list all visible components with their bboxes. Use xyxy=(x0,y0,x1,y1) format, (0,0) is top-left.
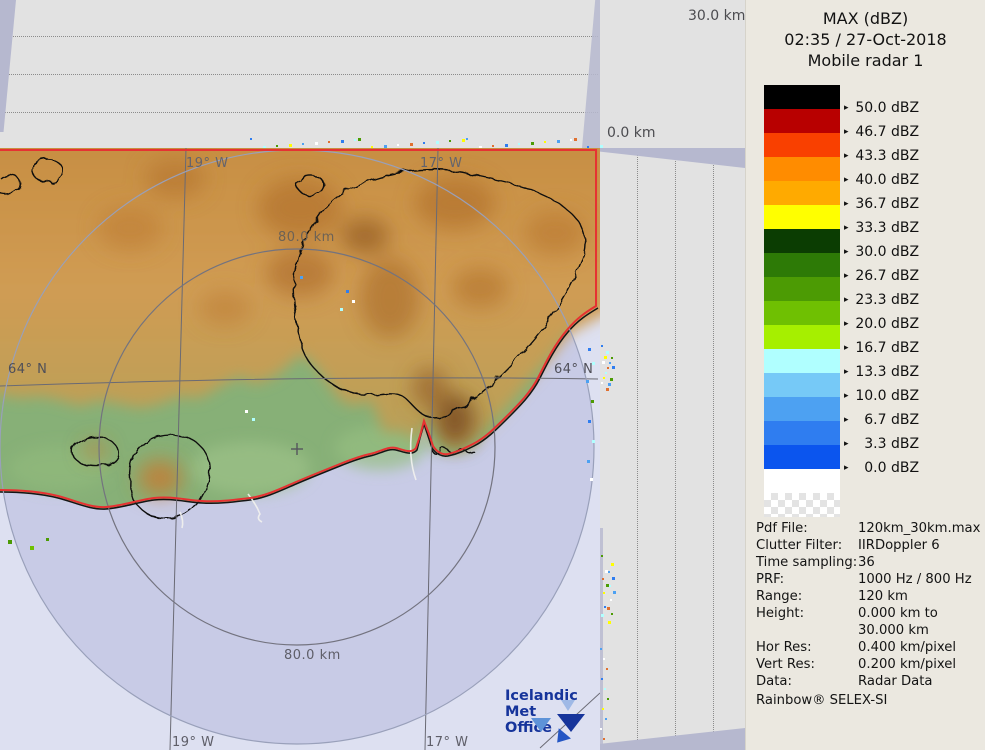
product-title: MAX (dBZ) xyxy=(822,9,909,28)
meridian-label-17w-top: 17° W xyxy=(420,156,463,171)
color-scale: ▸ 50.0 dBZ ▸ 46.7 dBZ ▸ 43.3 dBZ ▸ 40.0 dBZ ▸ 36.… xyxy=(764,85,974,517)
range-ring-label-top: 80.0 km xyxy=(278,230,335,245)
latitude-label-left: 64° N xyxy=(8,362,48,377)
logo-triangle xyxy=(557,714,585,732)
latitude-label-right: 64° N xyxy=(554,362,594,377)
scale-segment: ▸ 0.0 dBZ xyxy=(764,445,974,476)
range-ring-80km xyxy=(98,248,496,646)
echo-speckles xyxy=(8,276,595,550)
icelandic-met-office-logo: Icelandic Met Office xyxy=(505,688,600,750)
scan-datetime: 02:35 / 27-Oct-2018 xyxy=(784,30,947,49)
rivers xyxy=(179,427,417,529)
software-brand: Rainbow® SELEX-SI xyxy=(756,693,888,708)
scale-segment: ▸ 23.3 dBZ xyxy=(764,277,974,308)
meridian-label-19w-bottom: 19° W xyxy=(172,735,215,750)
scale-segment: ▸ 36.7 dBZ xyxy=(764,181,974,212)
scale-segment: ▸ 30.0 dBZ xyxy=(764,229,974,260)
radar-name: Mobile radar 1 xyxy=(807,51,924,70)
scale-segment: ▸ 16.7 dBZ xyxy=(764,325,974,356)
logo-triangle xyxy=(561,700,575,711)
scale-segment: ▸ 33.3 dBZ xyxy=(764,205,974,236)
scale-segment: ▸ 10.0 dBZ xyxy=(764,373,974,404)
scale-segment: ▸ 43.3 dBZ xyxy=(764,133,974,164)
height-gridline xyxy=(0,36,598,37)
scale-segment: ▸ 20.0 dBZ xyxy=(764,301,974,332)
logo-triangle xyxy=(531,718,551,732)
scale-segment: ▸ 40.0 dBZ xyxy=(764,157,974,188)
radar-map-viewport[interactable]: 19° W 17° W 80.0 km 64° N 64° N 80.0 km … xyxy=(0,148,600,750)
scale-segment: ▸ 13.3 dBZ xyxy=(764,349,974,380)
radar-map-canvas xyxy=(0,148,600,750)
projection-shading xyxy=(600,148,745,168)
scale-segment: ▸ 6.7 dBZ xyxy=(764,397,974,428)
scale-segment xyxy=(764,493,974,517)
scale-segment: ▸ 26.7 dBZ xyxy=(764,253,974,284)
coastline xyxy=(0,307,599,510)
projection-shading xyxy=(600,728,745,750)
meridian-label-17w-bottom: 17° W xyxy=(426,735,469,750)
height-gridline xyxy=(713,148,714,750)
scale-segment: ▸ 3.3 dBZ xyxy=(764,421,974,452)
metadata-table: Pdf File: 120km_30km.max Clutter Filter: II… xyxy=(756,521,981,689)
range-ring-label-bottom: 80.0 km xyxy=(284,648,341,663)
data-area-boundary xyxy=(0,149,597,509)
height-gridline xyxy=(675,148,676,750)
panel-header: MAX (dBZ) 02:35 / 27-Oct-2018 Mobile rad… xyxy=(746,8,985,71)
height-axis-max-label: 30.0 km xyxy=(688,8,745,24)
logo-text-line1: Icelandic Met xyxy=(505,688,578,720)
height-gridline xyxy=(0,112,598,113)
radar-site-marker xyxy=(291,443,303,455)
top-projection-strip: 30.0 km 0.0 km xyxy=(0,0,745,148)
scale-segment: ▸ 46.7 dBZ xyxy=(764,109,974,140)
scale-segment xyxy=(764,469,974,493)
height-gridline xyxy=(637,148,638,750)
scale-segment: ▸ 50.0 dBZ xyxy=(764,85,974,116)
meridian-label-19w-top: 19° W xyxy=(186,156,229,171)
height-gridline xyxy=(0,74,598,75)
height-axis-min-label: 0.0 km xyxy=(607,125,656,141)
info-panel: MAX (dBZ) 02:35 / 27-Oct-2018 Mobile rad… xyxy=(745,0,985,750)
projection-shading xyxy=(600,528,603,750)
right-projection-strip xyxy=(600,148,745,750)
